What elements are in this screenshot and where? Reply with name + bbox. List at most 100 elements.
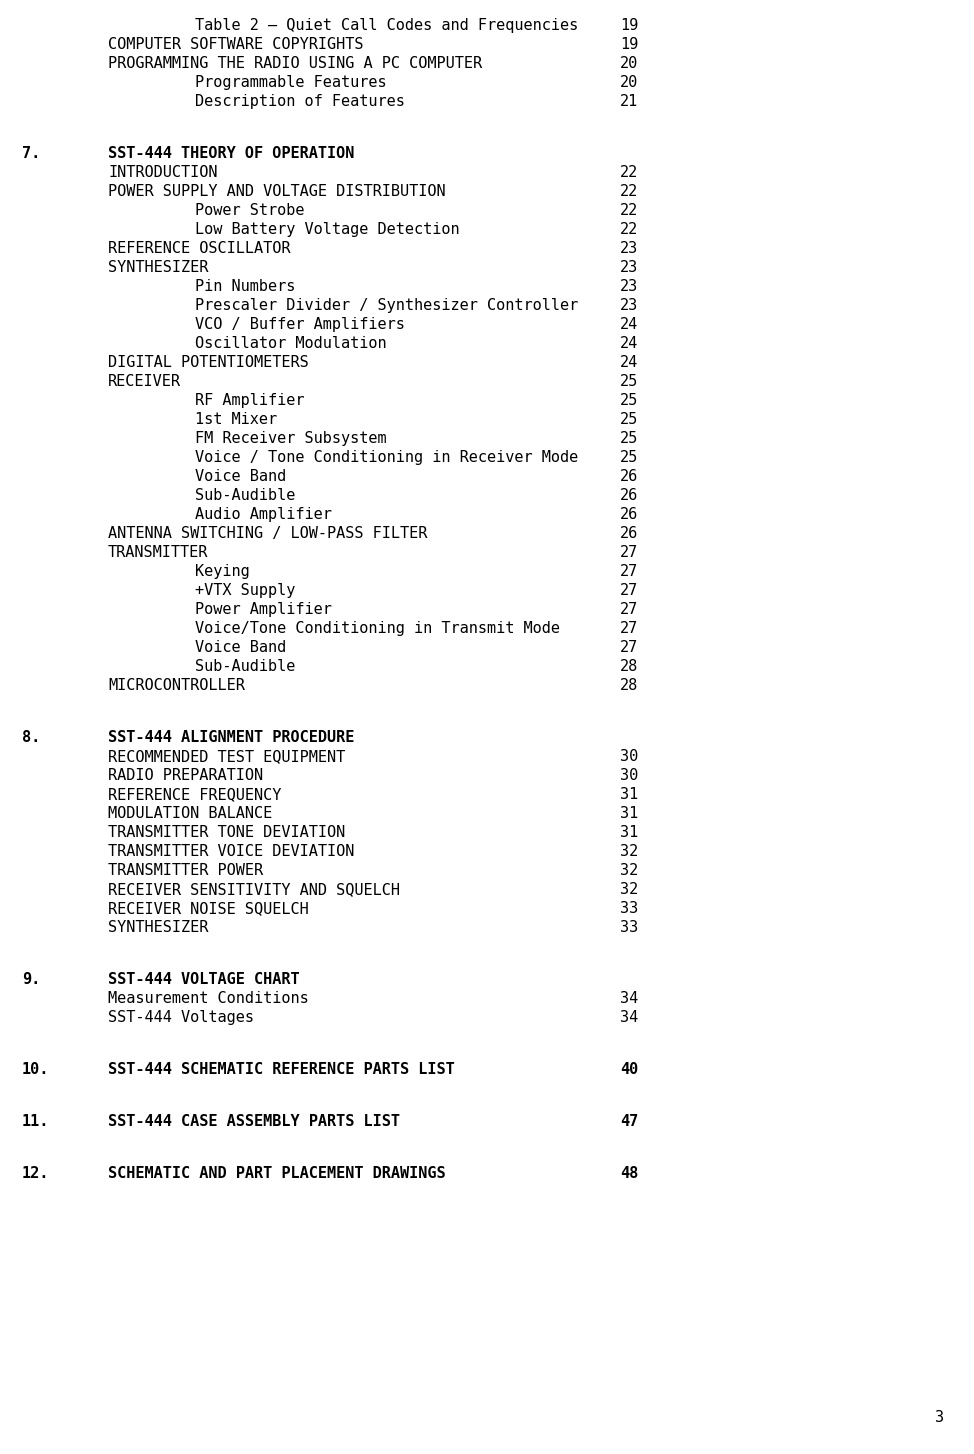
Text: Power Amplifier: Power Amplifier [195,602,332,616]
Text: MICROCONTROLLER: MICROCONTROLLER [108,678,244,694]
Text: 11.: 11. [22,1114,50,1128]
Text: 30: 30 [620,768,638,784]
Text: RADIO PREPARATION: RADIO PREPARATION [108,768,263,784]
Text: Voice Band: Voice Band [195,470,286,484]
Text: +VTX Supply: +VTX Supply [195,583,295,598]
Text: SST-444 ALIGNMENT PROCEDURE: SST-444 ALIGNMENT PROCEDURE [108,730,355,744]
Text: 32: 32 [620,864,638,878]
Text: 7.: 7. [22,145,40,161]
Text: Measurement Conditions: Measurement Conditions [108,992,309,1006]
Text: 40: 40 [620,1061,638,1077]
Text: FM Receiver Subsystem: FM Receiver Subsystem [195,430,387,446]
Text: TRANSMITTER TONE DEVIATION: TRANSMITTER TONE DEVIATION [108,824,345,840]
Text: 3: 3 [935,1410,944,1425]
Text: 25: 25 [620,430,638,446]
Text: Table 2 – Quiet Call Codes and Frequencies: Table 2 – Quiet Call Codes and Frequenci… [195,17,579,33]
Text: Voice / Tone Conditioning in Receiver Mode: Voice / Tone Conditioning in Receiver Mo… [195,449,579,465]
Text: 31: 31 [620,787,638,803]
Text: 26: 26 [620,507,638,522]
Text: SST-444 Voltages: SST-444 Voltages [108,1011,254,1025]
Text: Power Strobe: Power Strobe [195,204,305,218]
Text: PROGRAMMING THE RADIO USING A PC COMPUTER: PROGRAMMING THE RADIO USING A PC COMPUTE… [108,57,482,71]
Text: 25: 25 [620,393,638,409]
Text: 25: 25 [620,411,638,427]
Text: 28: 28 [620,678,638,694]
Text: 24: 24 [620,355,638,369]
Text: 23: 23 [620,260,638,275]
Text: 33: 33 [620,901,638,916]
Text: 23: 23 [620,298,638,313]
Text: Prescaler Divider / Synthesizer Controller: Prescaler Divider / Synthesizer Controll… [195,298,579,313]
Text: 20: 20 [620,76,638,90]
Text: 23: 23 [620,279,638,294]
Text: Keying: Keying [195,564,249,579]
Text: 22: 22 [620,164,638,180]
Text: 20: 20 [620,57,638,71]
Text: 26: 26 [620,526,638,541]
Text: 12.: 12. [22,1166,50,1181]
Text: 33: 33 [620,920,638,935]
Text: 9.: 9. [22,973,40,987]
Text: 19: 19 [620,17,638,33]
Text: 19: 19 [620,36,638,52]
Text: VCO / Buffer Amplifiers: VCO / Buffer Amplifiers [195,317,405,332]
Text: 27: 27 [620,640,638,654]
Text: 30: 30 [620,749,638,763]
Text: 47: 47 [620,1114,638,1128]
Text: 32: 32 [620,843,638,859]
Text: 26: 26 [620,489,638,503]
Text: REFERENCE OSCILLATOR: REFERENCE OSCILLATOR [108,241,290,256]
Text: ANTENNA SWITCHING / LOW-PASS FILTER: ANTENNA SWITCHING / LOW-PASS FILTER [108,526,428,541]
Text: RECEIVER NOISE SQUELCH: RECEIVER NOISE SQUELCH [108,901,309,916]
Text: RECOMMENDED TEST EQUIPMENT: RECOMMENDED TEST EQUIPMENT [108,749,345,763]
Text: Low Battery Voltage Detection: Low Battery Voltage Detection [195,222,460,237]
Text: 28: 28 [620,659,638,675]
Text: 10.: 10. [22,1061,50,1077]
Text: SYNTHESIZER: SYNTHESIZER [108,920,208,935]
Text: Sub-Audible: Sub-Audible [195,659,295,675]
Text: COMPUTER SOFTWARE COPYRIGHTS: COMPUTER SOFTWARE COPYRIGHTS [108,36,363,52]
Text: 27: 27 [620,583,638,598]
Text: 27: 27 [620,564,638,579]
Text: RECEIVER SENSITIVITY AND SQUELCH: RECEIVER SENSITIVITY AND SQUELCH [108,883,400,897]
Text: 23: 23 [620,241,638,256]
Text: SYNTHESIZER: SYNTHESIZER [108,260,208,275]
Text: Sub-Audible: Sub-Audible [195,489,295,503]
Text: Description of Features: Description of Features [195,95,405,109]
Text: 1st Mixer: 1st Mixer [195,411,278,427]
Text: 26: 26 [620,470,638,484]
Text: 32: 32 [620,883,638,897]
Text: REFERENCE FREQUENCY: REFERENCE FREQUENCY [108,787,281,803]
Text: 27: 27 [620,621,638,635]
Text: 27: 27 [620,602,638,616]
Text: 34: 34 [620,992,638,1006]
Text: Pin Numbers: Pin Numbers [195,279,295,294]
Text: SST-444 THEORY OF OPERATION: SST-444 THEORY OF OPERATION [108,145,355,161]
Text: 34: 34 [620,1011,638,1025]
Text: 31: 31 [620,806,638,822]
Text: 31: 31 [620,824,638,840]
Text: 24: 24 [620,317,638,332]
Text: Voice Band: Voice Band [195,640,286,654]
Text: 22: 22 [620,185,638,199]
Text: Audio Amplifier: Audio Amplifier [195,507,332,522]
Text: TRANSMITTER POWER: TRANSMITTER POWER [108,864,263,878]
Text: SCHEMATIC AND PART PLACEMENT DRAWINGS: SCHEMATIC AND PART PLACEMENT DRAWINGS [108,1166,446,1181]
Text: 48: 48 [620,1166,638,1181]
Text: SST-444 SCHEMATIC REFERENCE PARTS LIST: SST-444 SCHEMATIC REFERENCE PARTS LIST [108,1061,455,1077]
Text: 25: 25 [620,374,638,390]
Text: SST-444 VOLTAGE CHART: SST-444 VOLTAGE CHART [108,973,300,987]
Text: POWER SUPPLY AND VOLTAGE DISTRIBUTION: POWER SUPPLY AND VOLTAGE DISTRIBUTION [108,185,446,199]
Text: Voice/Tone Conditioning in Transmit Mode: Voice/Tone Conditioning in Transmit Mode [195,621,560,635]
Text: 24: 24 [620,336,638,350]
Text: 25: 25 [620,449,638,465]
Text: MODULATION BALANCE: MODULATION BALANCE [108,806,273,822]
Text: DIGITAL POTENTIOMETERS: DIGITAL POTENTIOMETERS [108,355,309,369]
Text: RECEIVER: RECEIVER [108,374,181,390]
Text: TRANSMITTER: TRANSMITTER [108,545,208,560]
Text: Programmable Features: Programmable Features [195,76,387,90]
Text: Oscillator Modulation: Oscillator Modulation [195,336,387,350]
Text: SST-444 CASE ASSEMBLY PARTS LIST: SST-444 CASE ASSEMBLY PARTS LIST [108,1114,400,1128]
Text: 22: 22 [620,222,638,237]
Text: 22: 22 [620,204,638,218]
